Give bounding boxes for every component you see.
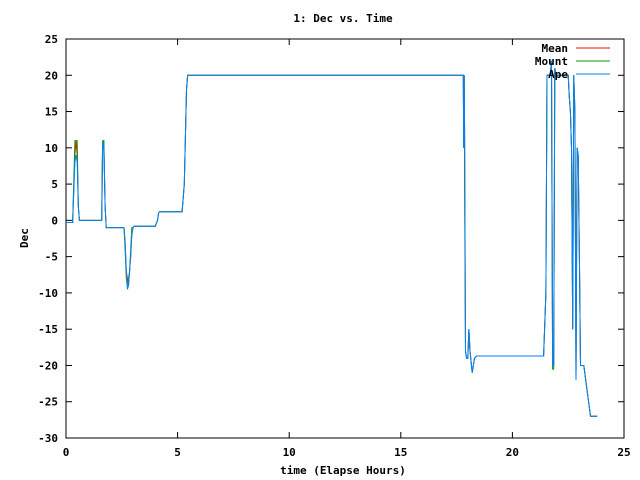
y-axis-ticks: -30 -25 -20 -15 -10 -5 0 5 10 15 20 25 (38, 33, 624, 445)
x-tick-label: 5 (174, 446, 181, 459)
series-line-ape (66, 60, 598, 417)
y-tick-label: -30 (38, 432, 58, 445)
x-tick-label: 15 (394, 446, 407, 459)
y-tick-label: 0 (51, 214, 58, 227)
legend-label: Mean (542, 42, 569, 55)
x-tick-label: 20 (506, 446, 519, 459)
legend-label: Ape (548, 68, 568, 81)
x-axis-label: time (Elapse Hours) (280, 464, 406, 477)
y-tick-label: 20 (45, 69, 58, 82)
series-layer (66, 60, 598, 417)
x-tick-label: 25 (617, 446, 630, 459)
chart-title: 1: Dec vs. Time (293, 12, 393, 25)
y-tick-label: -5 (45, 251, 58, 264)
y-tick-label: 5 (51, 178, 58, 191)
y-tick-label: -10 (38, 287, 58, 300)
series-line-mount (66, 60, 598, 417)
series-line-mean (66, 60, 598, 417)
y-tick-label: -20 (38, 359, 58, 372)
y-axis-label: Dec (18, 228, 31, 248)
x-tick-label: 0 (63, 446, 70, 459)
legend-label: Mount (535, 55, 568, 68)
y-tick-label: 15 (45, 106, 58, 119)
y-tick-label: 25 (45, 33, 58, 46)
y-tick-label: -15 (38, 323, 58, 336)
x-tick-label: 10 (283, 446, 296, 459)
x-axis-ticks: 0 5 10 15 20 25 (63, 39, 631, 459)
y-tick-label: -25 (38, 396, 58, 409)
plot-area-frame (65, 38, 625, 439)
y-tick-label: 10 (45, 142, 58, 155)
